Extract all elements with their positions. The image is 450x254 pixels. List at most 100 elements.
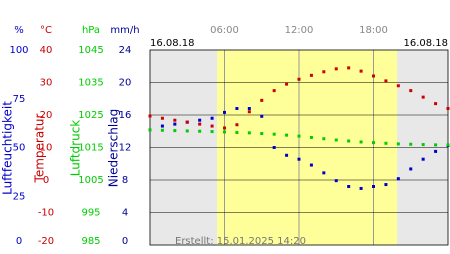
axis-unit: mm/h [110, 25, 139, 36]
y-tick-label: 24 [119, 45, 132, 56]
data-point [396, 177, 400, 181]
data-point [347, 66, 351, 70]
y-tick-label: 100 [9, 45, 28, 56]
y-tick-label: -10 [38, 208, 54, 219]
credit: Erstellt: 15.01.2025 14:20 [175, 236, 306, 247]
data-point [247, 110, 251, 114]
y-tick-label: 1035 [78, 78, 103, 89]
data-point [148, 128, 152, 132]
data-point [372, 141, 375, 145]
data-point [297, 77, 301, 81]
y-tick-label: -20 [38, 236, 54, 247]
axis-unit: °C [40, 25, 52, 36]
y-tick-label: 30 [40, 78, 53, 89]
y-tick-label: 75 [13, 94, 26, 105]
data-point [297, 134, 301, 138]
data-point [272, 89, 276, 93]
data-point [372, 74, 375, 78]
data-point [285, 82, 289, 86]
axis-unit: % [14, 25, 24, 36]
y-tick-label: 1015 [78, 143, 103, 154]
data-point [309, 135, 313, 139]
data-point [409, 142, 413, 146]
data-point [247, 107, 251, 110]
x-tick-label: 06:00 [210, 25, 239, 36]
y-tick-label: 1025 [78, 110, 103, 121]
axis-unit: hPa [82, 25, 100, 36]
data-point [434, 149, 438, 153]
y-tick-label: 4 [122, 208, 128, 219]
data-point [446, 107, 450, 110]
data-point [347, 139, 351, 143]
x-tick-label: 18:00 [359, 25, 388, 36]
y-tick-label: 995 [81, 208, 100, 219]
data-point [173, 129, 177, 133]
data-point [347, 185, 351, 188]
axis-title: Luftdruck [69, 120, 83, 177]
data-point [384, 141, 388, 145]
data-point [359, 140, 363, 144]
data-point [198, 118, 202, 122]
data-point [396, 142, 400, 146]
data-point [446, 143, 450, 147]
y-tick-label: 20 [119, 78, 132, 89]
data-point [210, 116, 214, 120]
data-point [384, 79, 388, 83]
data-point [434, 143, 438, 147]
y-tick-label: 1005 [78, 175, 103, 186]
y-tick-label: 16 [119, 110, 132, 121]
data-point [235, 107, 239, 110]
data-point [272, 132, 276, 136]
y-tick-label: 20 [40, 110, 53, 121]
y-tick-label: 0 [122, 236, 128, 247]
y-tick-label: 10 [40, 143, 53, 154]
data-point [185, 129, 189, 133]
y-tick-label: 0 [16, 236, 22, 247]
data-point [359, 69, 363, 73]
data-point [272, 146, 276, 149]
data-point [223, 130, 226, 134]
data-point [309, 73, 313, 77]
data-point [235, 131, 239, 135]
date-right: 16.08.18 [403, 38, 448, 49]
data-point [309, 163, 313, 167]
plot-frame [149, 49, 449, 246]
data-point [322, 171, 326, 175]
data-point [198, 129, 202, 133]
y-tick-label: 1045 [78, 45, 103, 56]
data-point [421, 157, 425, 161]
data-point [223, 126, 226, 130]
axis-title: Temperatur [33, 113, 47, 183]
data-point [160, 128, 164, 132]
data-point [173, 122, 177, 126]
y-tick-label: 40 [40, 45, 53, 56]
y-tick-label: 985 [81, 236, 100, 247]
data-point [396, 84, 400, 88]
data-point [223, 110, 226, 114]
data-point [384, 183, 388, 187]
data-point [247, 131, 251, 135]
data-point [235, 123, 239, 127]
data-point [160, 124, 164, 128]
data-point [160, 116, 164, 120]
data-point [185, 120, 189, 124]
data-point [421, 95, 425, 99]
data-point [372, 185, 375, 188]
data-point [210, 124, 214, 128]
data-point [148, 114, 152, 118]
date-left: 16.08.18 [150, 38, 195, 49]
data-point [334, 138, 338, 142]
data-point [334, 67, 338, 71]
data-point [260, 98, 264, 102]
data-point [173, 118, 177, 122]
axis-title: Luftfeuchtigkeit [1, 101, 15, 195]
y-tick-label: 25 [13, 191, 26, 202]
data-point [322, 70, 326, 74]
data-point [260, 132, 264, 136]
x-tick-label: 12:00 [285, 25, 314, 36]
data-point [434, 102, 438, 106]
y-tick-label: 0 [43, 175, 49, 186]
data-point [285, 133, 289, 137]
data-point [285, 153, 289, 157]
